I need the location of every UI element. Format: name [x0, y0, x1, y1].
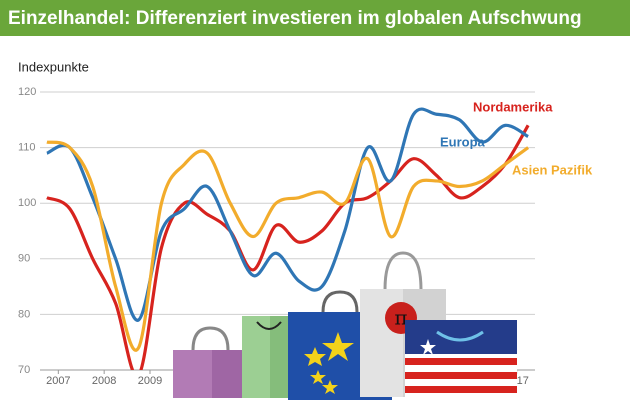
chart-title: Einzelhandel: Differenziert investieren … [8, 8, 582, 29]
y-tick-label: 80 [18, 308, 30, 320]
shopping-bags: π [173, 251, 517, 400]
series-line [46, 124, 530, 370]
series-label: Nordamerika [473, 99, 553, 114]
title-banner [0, 0, 630, 36]
y-tick-label: 90 [18, 253, 30, 265]
x-tick-label: 2009 [138, 375, 162, 387]
series-label: Asien Pazifik [512, 162, 593, 177]
x-tick-label: 2008 [92, 375, 116, 387]
series-line [46, 107, 529, 322]
y-axis-label: Indexpunkte [18, 59, 89, 74]
y-tick-label: 70 [18, 364, 30, 376]
y-tick-label: 110 [18, 142, 36, 154]
series-line [46, 140, 530, 352]
y-tick-label: 100 [18, 197, 36, 209]
svg-text:π: π [394, 306, 407, 330]
x-tick-label: 2007 [46, 375, 70, 387]
y-tick-label: 120 [18, 86, 36, 98]
